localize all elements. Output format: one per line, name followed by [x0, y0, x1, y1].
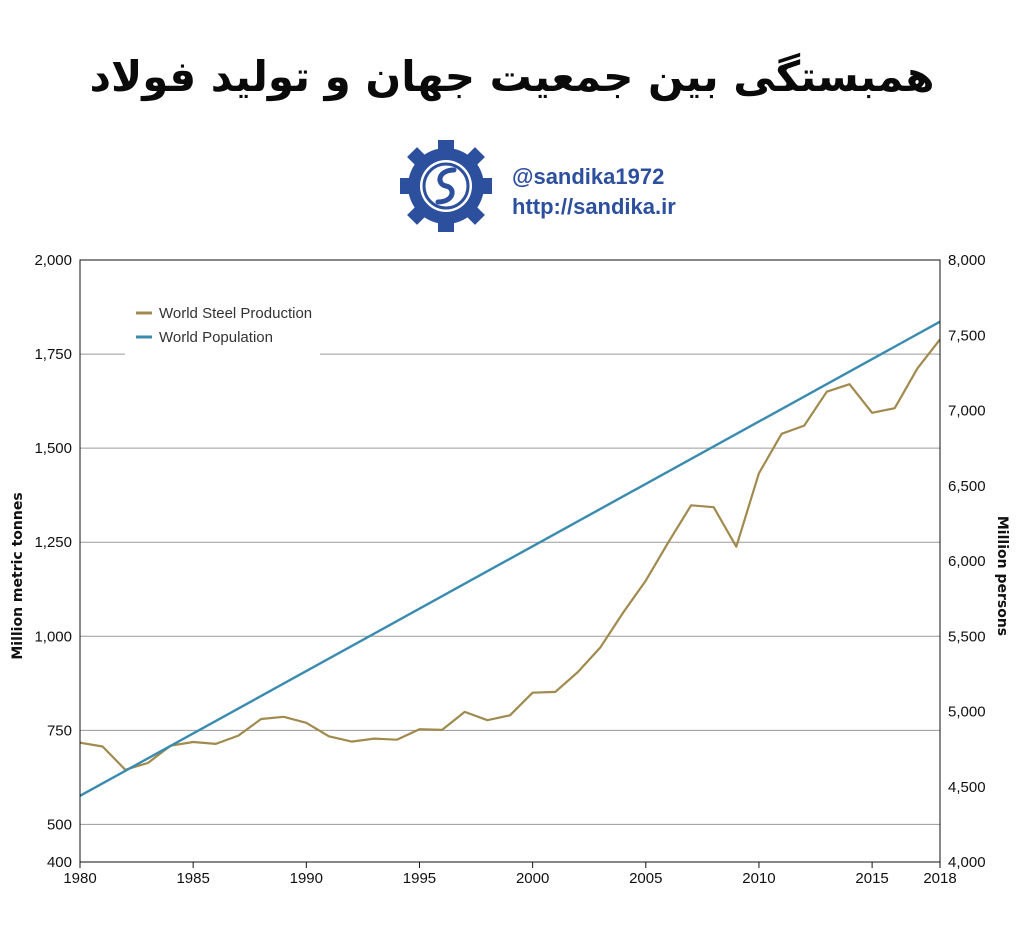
x-tick-label: 2000	[516, 870, 549, 887]
x-tick-label: 2015	[855, 870, 888, 887]
y-right-tick-label: 5,500	[948, 628, 986, 645]
y-right-tick-label: 7,000	[948, 403, 986, 420]
series-line-world-population	[79, 320, 941, 797]
y-left-tick-label: 1,500	[34, 440, 72, 457]
y-axis-right-label: Million persons	[994, 516, 1010, 636]
x-tick-label: 1995	[403, 870, 436, 887]
x-tick-label: 2010	[742, 870, 775, 887]
series-line-steel-production	[79, 338, 941, 771]
y-left-tick-label: 500	[47, 816, 72, 833]
y-right-tick-label: 5,000	[948, 704, 986, 721]
y-right-tick-label: 6,500	[948, 478, 986, 495]
legend-background	[125, 294, 320, 356]
y-left-tick-label: 2,000	[34, 252, 72, 269]
y-right-tick-label: 4,000	[948, 854, 986, 871]
x-tick-label: 1985	[176, 870, 209, 887]
y-left-tick-label: 750	[47, 722, 72, 739]
y-left-tick-label: 1,000	[34, 628, 72, 645]
y-axis-left-label: Million metric tonnes	[10, 492, 26, 659]
y-left-tick-label: 400	[47, 854, 72, 871]
x-tick-label: 1980	[63, 870, 96, 887]
x-tick-label: 2018	[923, 870, 956, 887]
x-tick-label: 2005	[629, 870, 662, 887]
legend-item-steel: World Steel Production	[159, 305, 312, 322]
plot-frame	[79, 259, 941, 863]
y-right-tick-label: 8,000	[948, 252, 986, 269]
page-title: همبستگی بین جمعیت جهان و تولید فولاد	[89, 52, 935, 101]
sandika-logo-icon	[400, 140, 492, 232]
chart-legend: World Steel Production World Population	[125, 294, 320, 356]
y-left-tick-label: 1,250	[34, 534, 72, 551]
social-handle: @sandika1972	[512, 164, 665, 189]
y-right-tick-label: 4,500	[948, 779, 986, 796]
y-left-tick-label: 1,750	[34, 346, 72, 363]
website-link[interactable]: http://sandika.ir	[512, 194, 676, 219]
y-right-tick-label: 6,000	[948, 553, 986, 570]
y-right-tick-label: 7,500	[948, 327, 986, 344]
legend-item-population: World Population	[159, 329, 273, 346]
x-tick-label: 1990	[290, 870, 323, 887]
